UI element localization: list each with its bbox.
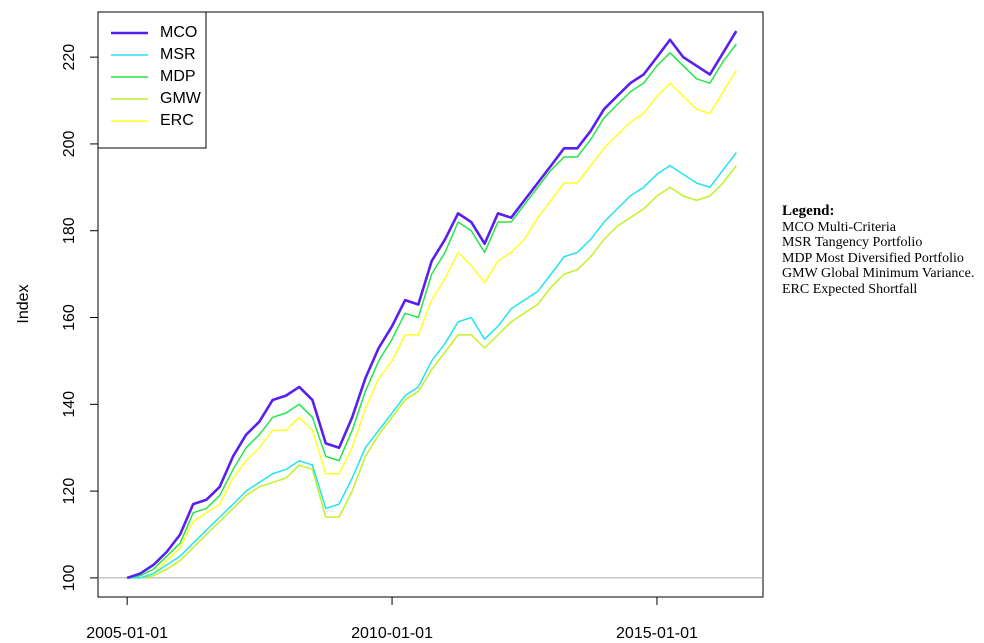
y-tick-label: 220 xyxy=(61,44,78,71)
side-legend-item: ERC Expected Shortfall xyxy=(782,281,918,297)
y-axis-label: Index xyxy=(15,284,32,323)
y-tick-label: 100 xyxy=(61,564,78,591)
x-tick-label: 2010-01-01 xyxy=(351,625,433,642)
y-tick-label: 180 xyxy=(61,217,78,244)
series-line xyxy=(127,69,737,579)
y-tick-label: 200 xyxy=(61,130,78,157)
series-line xyxy=(127,152,737,579)
legend-label: MSR xyxy=(160,46,196,63)
legend-label: GMW xyxy=(160,90,202,107)
series-line xyxy=(127,165,737,579)
legend-label: ERC xyxy=(160,112,194,129)
legend-box xyxy=(97,11,207,149)
series-line xyxy=(127,43,737,579)
x-tick-label: 2015-01-01 xyxy=(616,625,698,642)
side-legend-title: Legend: xyxy=(782,203,835,219)
plot-frame xyxy=(97,11,764,598)
series-line xyxy=(126,30,738,580)
y-tick-label: 160 xyxy=(61,304,78,331)
legend-label: MCO xyxy=(160,24,197,41)
y-tick-label: 120 xyxy=(61,478,78,505)
side-legend-item: MSR Tangency Portfolio xyxy=(782,235,923,250)
side-legend-item: MCO Multi-Criteria xyxy=(782,219,896,235)
x-tick-label: 2005-01-01 xyxy=(86,625,168,642)
side-legend-item: MDP Most Diversified Portfolio xyxy=(782,250,964,266)
legend-label: MDP xyxy=(160,68,196,85)
side-legend-item: GMW Global Minimum Variance. xyxy=(782,266,975,281)
y-tick-label: 140 xyxy=(61,391,78,418)
side-legend: Legend: MCO Multi-Criteria MSR Tangency P… xyxy=(782,203,978,297)
